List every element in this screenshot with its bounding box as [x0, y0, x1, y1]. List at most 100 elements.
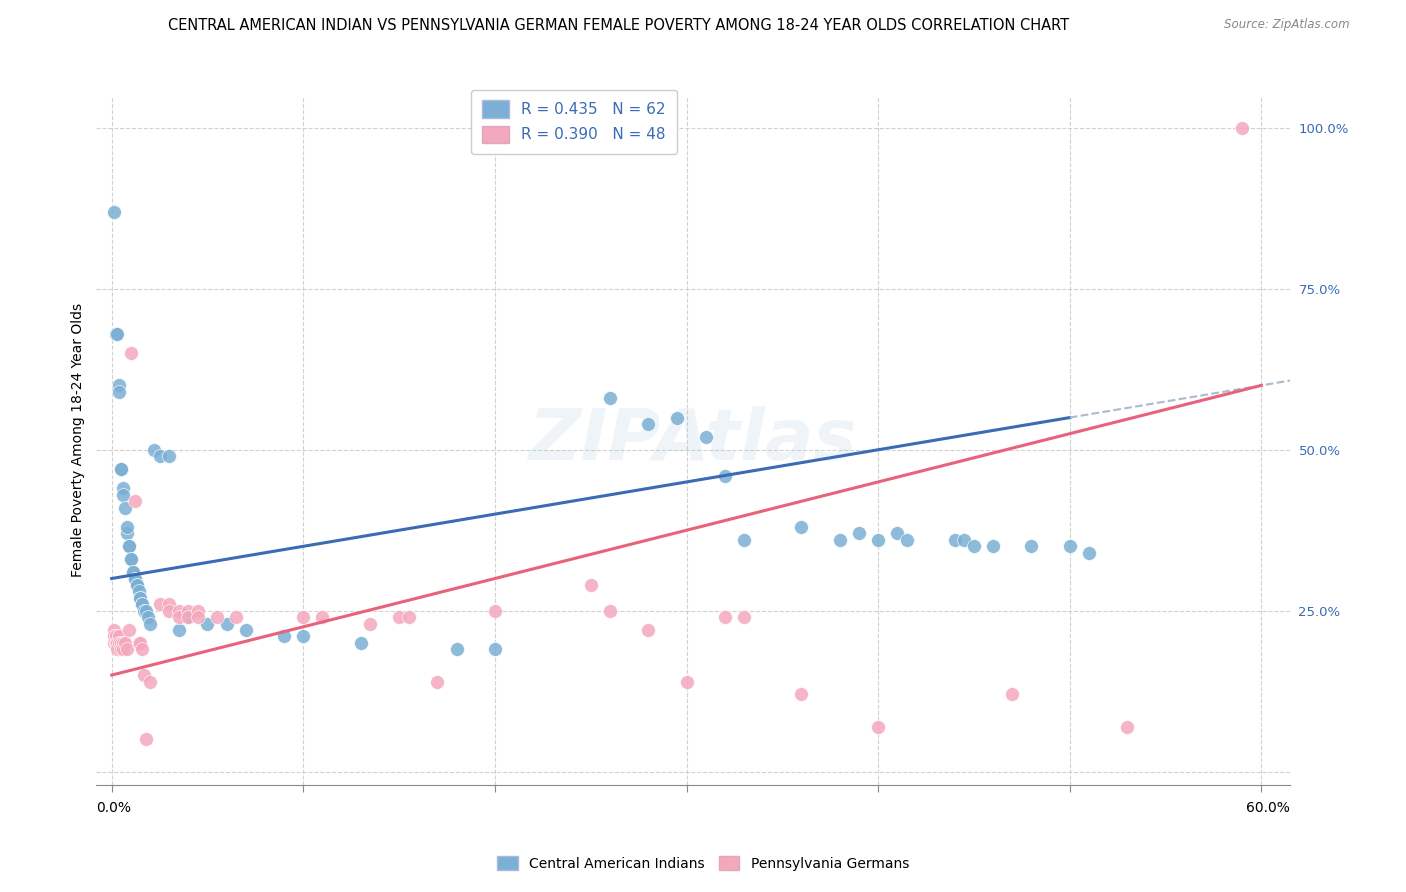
Point	[124, 494, 146, 508]
Point	[235, 623, 257, 637]
Point	[1001, 687, 1024, 701]
Point	[108, 384, 131, 399]
Point	[112, 636, 135, 650]
Point	[103, 204, 125, 219]
Point	[135, 604, 157, 618]
Point	[131, 597, 153, 611]
Point	[139, 674, 162, 689]
Point	[981, 539, 1004, 553]
Point	[107, 326, 129, 341]
Point	[120, 552, 142, 566]
Point	[157, 604, 180, 618]
Point	[107, 642, 129, 657]
Point	[131, 597, 153, 611]
Point	[215, 616, 238, 631]
Point	[187, 610, 209, 624]
Point	[125, 578, 148, 592]
Point	[446, 642, 468, 657]
Point	[104, 636, 127, 650]
Point	[118, 539, 141, 553]
Point	[128, 636, 150, 650]
Point	[790, 687, 813, 701]
Point	[129, 591, 152, 605]
Y-axis label: Female Poverty Among 18-24 Year Olds: Female Poverty Among 18-24 Year Olds	[72, 303, 86, 577]
Point	[115, 526, 138, 541]
Point	[1077, 546, 1099, 560]
Point	[124, 572, 146, 586]
Point	[273, 630, 295, 644]
Point	[426, 674, 449, 689]
Point	[108, 636, 131, 650]
Point	[103, 630, 125, 644]
Point	[205, 610, 228, 624]
Point	[177, 610, 200, 624]
Point	[197, 616, 219, 631]
Text: 60.0%: 60.0%	[1246, 801, 1291, 814]
Point	[1232, 120, 1254, 135]
Point	[398, 610, 420, 624]
Point	[103, 623, 125, 637]
Point	[359, 616, 381, 631]
Point	[350, 636, 373, 650]
Point	[115, 642, 138, 657]
Point	[114, 636, 136, 650]
Point	[129, 636, 152, 650]
Point	[157, 449, 180, 463]
Point	[886, 526, 908, 541]
Point	[121, 565, 143, 579]
Point	[110, 462, 132, 476]
Text: 0.0%: 0.0%	[97, 801, 131, 814]
Legend: Central American Indians, Pennsylvania Germans: Central American Indians, Pennsylvania G…	[492, 850, 914, 876]
Point	[135, 732, 157, 747]
Point	[110, 462, 132, 476]
Point	[1021, 539, 1043, 553]
Point	[110, 642, 132, 657]
Point	[124, 572, 146, 586]
Point	[665, 410, 688, 425]
Text: Source: ZipAtlas.com: Source: ZipAtlas.com	[1225, 18, 1350, 31]
Point	[637, 623, 659, 637]
Point	[125, 578, 148, 592]
Point	[733, 610, 755, 624]
Point	[167, 623, 190, 637]
Point	[115, 520, 138, 534]
Point	[733, 533, 755, 547]
Point	[963, 539, 986, 553]
Point	[1059, 539, 1081, 553]
Point	[149, 449, 172, 463]
Point	[637, 417, 659, 431]
Point	[112, 642, 135, 657]
Point	[225, 610, 247, 624]
Text: ZIPAtlas: ZIPAtlas	[529, 406, 858, 475]
Point	[790, 520, 813, 534]
Point	[157, 597, 180, 611]
Point	[129, 591, 152, 605]
Point	[177, 610, 200, 624]
Point	[388, 610, 411, 624]
Point	[599, 604, 621, 618]
Point	[292, 630, 315, 644]
Point	[103, 636, 125, 650]
Point	[121, 565, 143, 579]
Point	[112, 482, 135, 496]
Point	[118, 623, 141, 637]
Point	[868, 720, 890, 734]
Point	[120, 346, 142, 360]
Point	[114, 500, 136, 515]
Point	[167, 604, 190, 618]
Point	[142, 442, 165, 457]
Point	[112, 488, 135, 502]
Point	[118, 539, 141, 553]
Point	[104, 326, 127, 341]
Point	[695, 430, 717, 444]
Point	[675, 674, 697, 689]
Point	[108, 378, 131, 392]
Point	[134, 668, 156, 682]
Point	[311, 610, 333, 624]
Point	[120, 552, 142, 566]
Point	[484, 642, 506, 657]
Point	[128, 584, 150, 599]
Point	[896, 533, 918, 547]
Point	[139, 616, 162, 631]
Point	[599, 391, 621, 405]
